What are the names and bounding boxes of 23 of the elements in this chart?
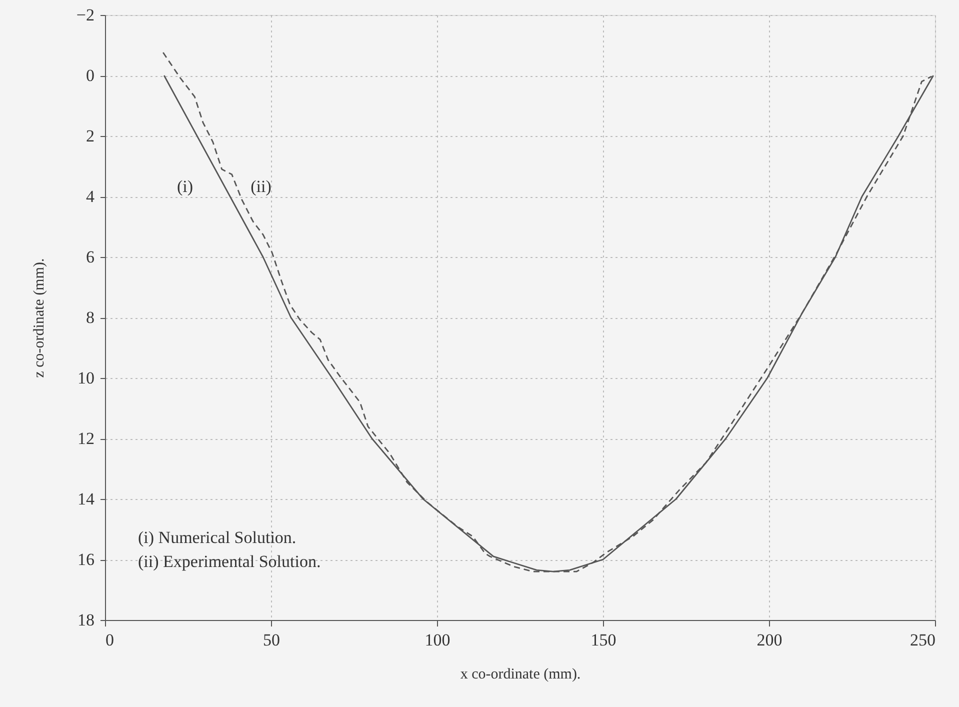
y-tick-label: 14 bbox=[78, 490, 95, 508]
x-tick-label: 50 bbox=[263, 630, 280, 650]
annotation: (ii) bbox=[250, 177, 272, 196]
x-tick-label: 100 bbox=[424, 630, 450, 650]
y-tick-label: 6 bbox=[86, 248, 94, 266]
x-tick-label: 150 bbox=[590, 630, 616, 650]
annotation: (i) bbox=[176, 177, 194, 196]
y-tick-label: 8 bbox=[86, 308, 94, 327]
x-tick-label: 0 bbox=[106, 630, 114, 650]
y-tick-label: −2 bbox=[76, 6, 94, 24]
y-tick-label: 4 bbox=[86, 187, 95, 206]
y-tick-label: 16 bbox=[78, 550, 94, 569]
y-tick-label: 2 bbox=[86, 126, 94, 146]
x-tick-label: 250 bbox=[910, 630, 936, 650]
y-tick-label: 0 bbox=[86, 66, 94, 85]
x-tick-label: 200 bbox=[756, 630, 782, 650]
y-axis-title: z co-ordinate (mm). bbox=[31, 258, 48, 378]
y-tick-label: 18 bbox=[78, 610, 94, 630]
y-tick-label: 10 bbox=[78, 368, 94, 388]
x-axis-title: x co-ordinate (mm). bbox=[460, 666, 581, 682]
y-tick-label: 12 bbox=[78, 429, 94, 448]
annotation: (i) Numerical Solution. bbox=[138, 528, 296, 547]
annotation: (ii) Experimental Solution. bbox=[138, 552, 321, 571]
